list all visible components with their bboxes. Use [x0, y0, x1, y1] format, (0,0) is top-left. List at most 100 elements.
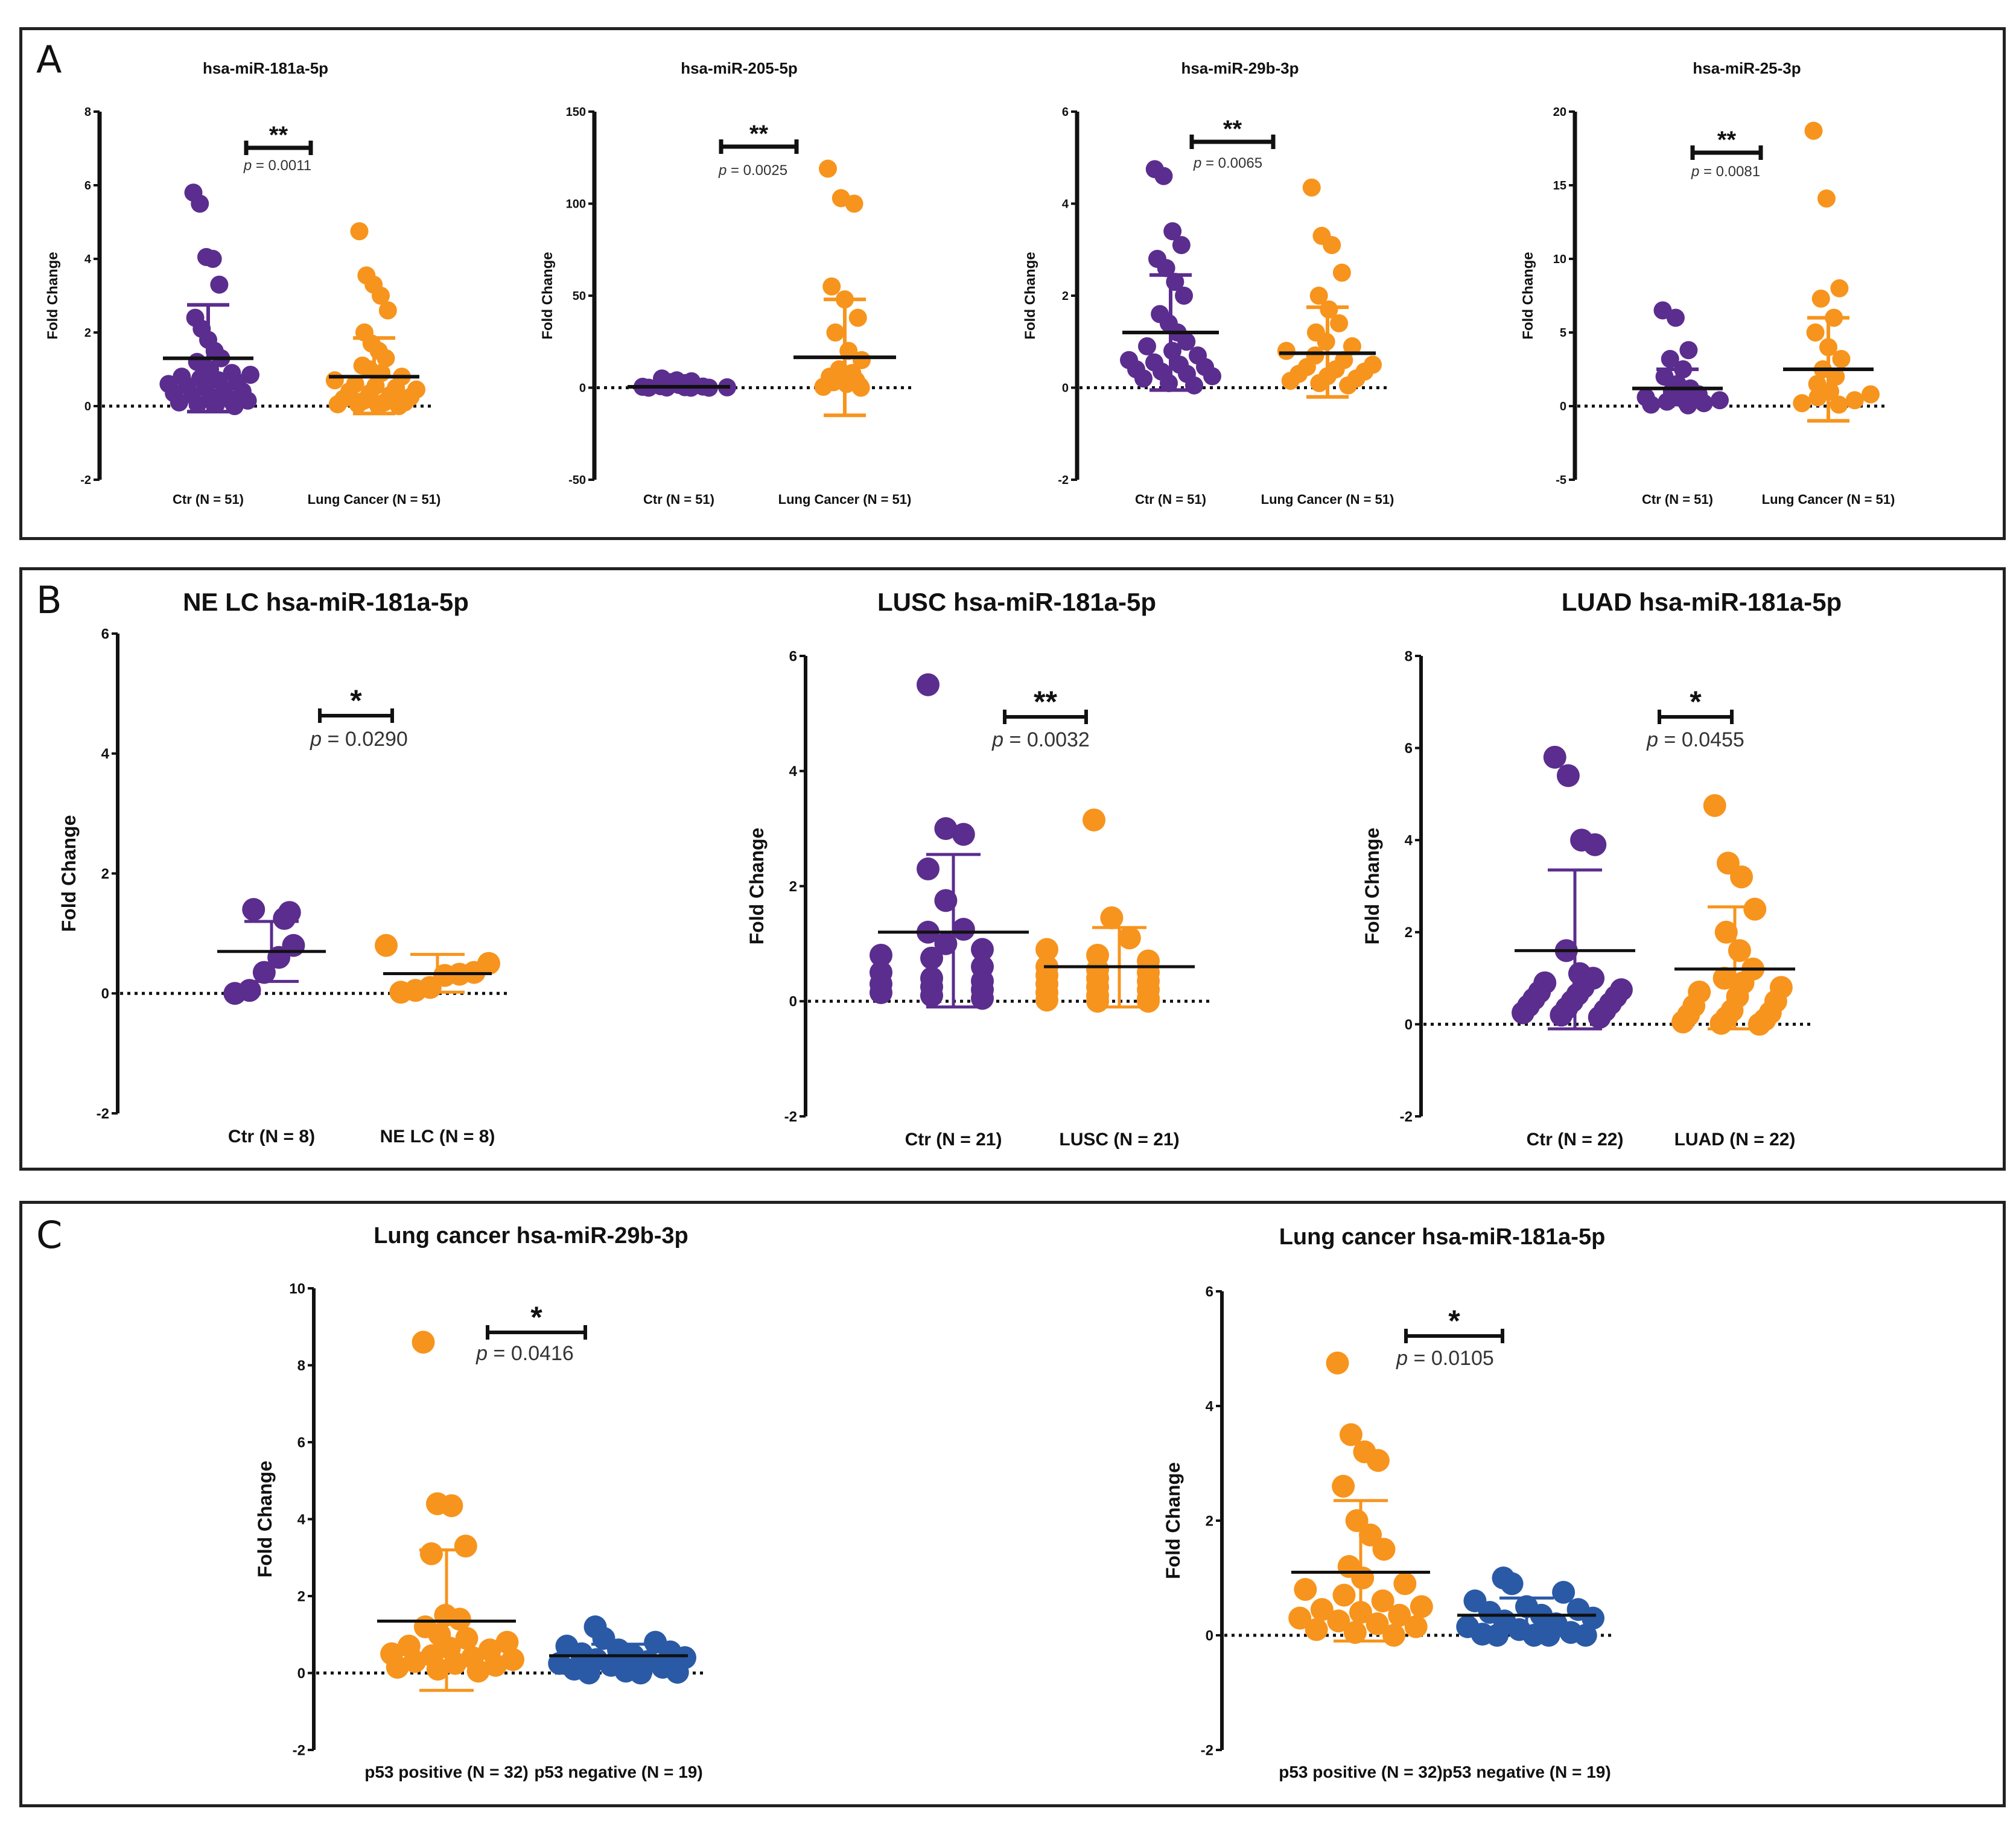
y-tick-label: 4 [1062, 198, 1069, 211]
group-label: Ctr (N = 51) [173, 492, 244, 507]
data-point [1410, 1595, 1433, 1618]
data-point [839, 342, 858, 360]
data-point [1552, 1580, 1576, 1604]
chart-title: LUAD hsa-miR-181a-5p [1562, 588, 1842, 616]
data-point [1086, 990, 1109, 1013]
data-point [1309, 287, 1328, 305]
p-value-label: p = 0.0025 [718, 162, 787, 179]
data-point [1166, 273, 1184, 291]
data-point [1642, 395, 1661, 414]
p-value: = 0.0025 [731, 162, 787, 179]
significance-stars: ** [1223, 116, 1242, 142]
data-point [826, 323, 845, 342]
group-label: Ctr (N = 22) [1527, 1130, 1624, 1150]
data-point [223, 982, 247, 1005]
data-point [242, 898, 266, 921]
p-value: = 0.0290 [328, 728, 408, 751]
y-axis-label: Fold Change [45, 252, 61, 339]
data-point [971, 987, 994, 1010]
data-point [1100, 906, 1124, 929]
data-point [386, 1655, 409, 1679]
data-point [1134, 369, 1153, 388]
chart-a4: hsa-miR-25-3p -5 0 5 10 15 20 Fold Change Ctr (N… [1520, 59, 1895, 507]
data-point [1512, 1001, 1535, 1025]
panel-a-frame [19, 27, 2006, 540]
p-value-label: p = 0.0065 [1193, 155, 1262, 171]
data-point [848, 308, 867, 327]
group-label: Ctr (N = 21) [905, 1130, 1002, 1150]
data-point [419, 1542, 443, 1565]
y-tick-label: 5 [1560, 326, 1566, 340]
y-tick-label: -2 [293, 1742, 305, 1758]
y-axis-label: Fold Change [746, 828, 768, 945]
data-point [207, 395, 226, 413]
chart-title: Lung cancer hsa-miR-29b-3p [374, 1223, 688, 1248]
data-point [1343, 337, 1361, 355]
data-point [1583, 833, 1607, 856]
significance-stars: ** [269, 122, 288, 148]
y-tick-label: 0 [1405, 1017, 1413, 1033]
group-label: p53 positive (N = 32) [364, 1763, 529, 1781]
data-point [1404, 1615, 1428, 1638]
y-tick-label: 2 [1405, 924, 1413, 941]
significance-stars: ** [749, 121, 769, 147]
y-tick-label: -50 [568, 474, 586, 487]
y-tick-label: 4 [1405, 833, 1413, 849]
data-point [1366, 1449, 1390, 1472]
data-point [1330, 314, 1349, 332]
y-tick-label: 0 [297, 1665, 305, 1682]
data-point [1154, 167, 1173, 185]
chart-a3: hsa-miR-29b-3p -2 0 2 4 6 Fold Change Ctr (N = … [1022, 59, 1394, 507]
data-point [1808, 388, 1827, 407]
data-point [870, 943, 892, 967]
chart-title: Lung cancer hsa-miR-181a-5p [1279, 1224, 1606, 1250]
data-point [1302, 178, 1321, 197]
data-point [1185, 376, 1203, 395]
significance-stars: * [1690, 685, 1702, 719]
y-tick-label: 2 [789, 879, 797, 895]
group-label: p53 negative (N = 19) [1442, 1763, 1611, 1781]
y-tick-label: 6 [1405, 740, 1413, 757]
data-point [1819, 338, 1837, 357]
data-point [814, 377, 833, 396]
p-value-label: p = 0.0011 [243, 157, 311, 174]
data-point [851, 378, 870, 397]
data-point [484, 1653, 507, 1677]
p-symbol: p [1396, 1347, 1413, 1370]
chart-title: hsa-miR-181a-5p [203, 59, 328, 77]
significance-stars: * [1448, 1304, 1460, 1338]
data-point [1674, 360, 1693, 378]
p-value: = 0.0081 [1703, 164, 1760, 180]
data-point [210, 275, 229, 294]
group-label: Ctr (N = 51) [1135, 492, 1206, 507]
data-point [1305, 1618, 1328, 1641]
p-value-label: p = 0.0032 [991, 728, 1090, 751]
data-point [917, 857, 940, 880]
data-point [1679, 396, 1697, 415]
data-point [1658, 392, 1676, 411]
data-point [448, 1608, 471, 1631]
data-point [1326, 1351, 1349, 1375]
data-point [1359, 1523, 1382, 1547]
group-label: LUSC (N = 21) [1059, 1130, 1179, 1150]
chart-c2: Lung cancer hsa-miR-181a-5p -2 0 2 4 6 Fold Ch… [1162, 1224, 1611, 1781]
group-label: NE LC (N = 8) [380, 1127, 495, 1147]
p-symbol: p [243, 157, 256, 174]
chart-b3: LUAD hsa-miR-181a-5p -2 0 2 4 6 8 Fold Change Ct… [1361, 588, 1842, 1150]
data-point [1163, 342, 1181, 360]
p-value: = 0.0455 [1664, 728, 1744, 751]
data-point [1709, 1011, 1733, 1035]
significance-stars: * [530, 1300, 542, 1334]
data-point [1661, 349, 1679, 368]
data-point [349, 395, 367, 413]
y-tick-label: 10 [1553, 253, 1566, 266]
data-point [1728, 939, 1751, 962]
data-point [1327, 1609, 1350, 1633]
y-tick-label: 4 [297, 1512, 306, 1528]
data-point [1332, 1475, 1355, 1498]
data-point [1730, 865, 1754, 889]
data-point [1694, 394, 1713, 413]
data-point [1157, 259, 1175, 278]
y-tick-label: 4 [789, 763, 798, 780]
